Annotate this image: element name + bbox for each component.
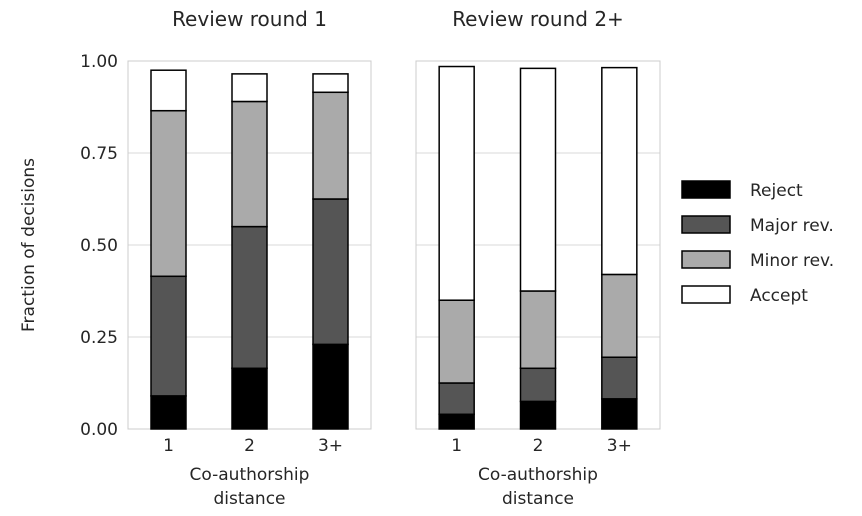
legend-label-minor-rev: Minor rev. (750, 251, 834, 271)
legend-swatch-major-rev (681, 215, 731, 234)
chart-title: Review round 2+ (452, 7, 624, 31)
bar-accept-2 (519, 67, 557, 292)
y-tick-label: 0.75 (80, 144, 118, 164)
x-tick-label: 3+ (318, 436, 343, 456)
x-tick-label: 2 (244, 436, 255, 456)
y-tick-label: 0.25 (80, 328, 118, 348)
x-axis-label: Co-authorship distance (190, 465, 310, 509)
panel-2: 1 2 3+ Review round 2+ Co-authorship distance (415, 7, 661, 509)
bar-major-rev-1 (150, 275, 187, 397)
bar-minor-rev-3plus (601, 273, 638, 358)
y-tick-label: 1.00 (80, 52, 118, 72)
chart-title: Review round 1 (172, 7, 327, 31)
bar-accept-3plus (312, 73, 349, 94)
legend-label-major-rev: Major rev. (750, 216, 834, 236)
bar-reject-3plus (601, 398, 638, 430)
y-tick-label: 0.50 (80, 236, 118, 256)
bar-major-rev-3plus (601, 356, 638, 400)
bar-minor-rev-3plus (312, 91, 349, 200)
bar-reject-2 (231, 367, 268, 430)
bar-reject-1 (150, 395, 187, 430)
legend-swatch-accept (681, 285, 731, 304)
bar-minor-rev-1 (150, 109, 187, 278)
bar-reject-2 (519, 400, 557, 430)
x-tick-label: 2 (533, 436, 544, 456)
legend: Reject Major rev. Minor rev. Accept (681, 180, 834, 306)
bar-major-rev-2 (231, 225, 268, 370)
y-tick-label: 0.00 (80, 420, 118, 440)
x-tick-label: 1 (163, 436, 174, 456)
bar-minor-rev-2 (519, 290, 557, 370)
x-tick-label: 1 (451, 436, 462, 456)
bar-accept-1 (438, 65, 475, 301)
bar-major-rev-1 (438, 382, 475, 416)
bar-accept-3plus (601, 66, 638, 276)
bar-major-rev-3plus (312, 198, 349, 346)
y-axis-label: Fraction of decisions (19, 158, 39, 332)
bar-accept-2 (231, 73, 268, 103)
legend-swatch-minor-rev (681, 250, 731, 269)
legend-label-accept: Accept (750, 286, 808, 306)
legend-label-reject: Reject (750, 181, 803, 201)
bar-accept-1 (150, 69, 187, 112)
x-tick-label: 3+ (607, 436, 632, 456)
bar-reject-1 (438, 413, 475, 430)
bar-minor-rev-1 (438, 299, 475, 384)
x-axis-label: Co-authorship distance (478, 465, 598, 509)
legend-swatch-reject (681, 180, 731, 199)
bar-major-rev-2 (519, 367, 557, 403)
bar-minor-rev-2 (231, 100, 268, 228)
bar-reject-3plus (312, 343, 349, 430)
panel-1: 0.00 0.25 0.50 0.75 1.00 1 2 3+ Review round 1 Co… (19, 7, 372, 509)
